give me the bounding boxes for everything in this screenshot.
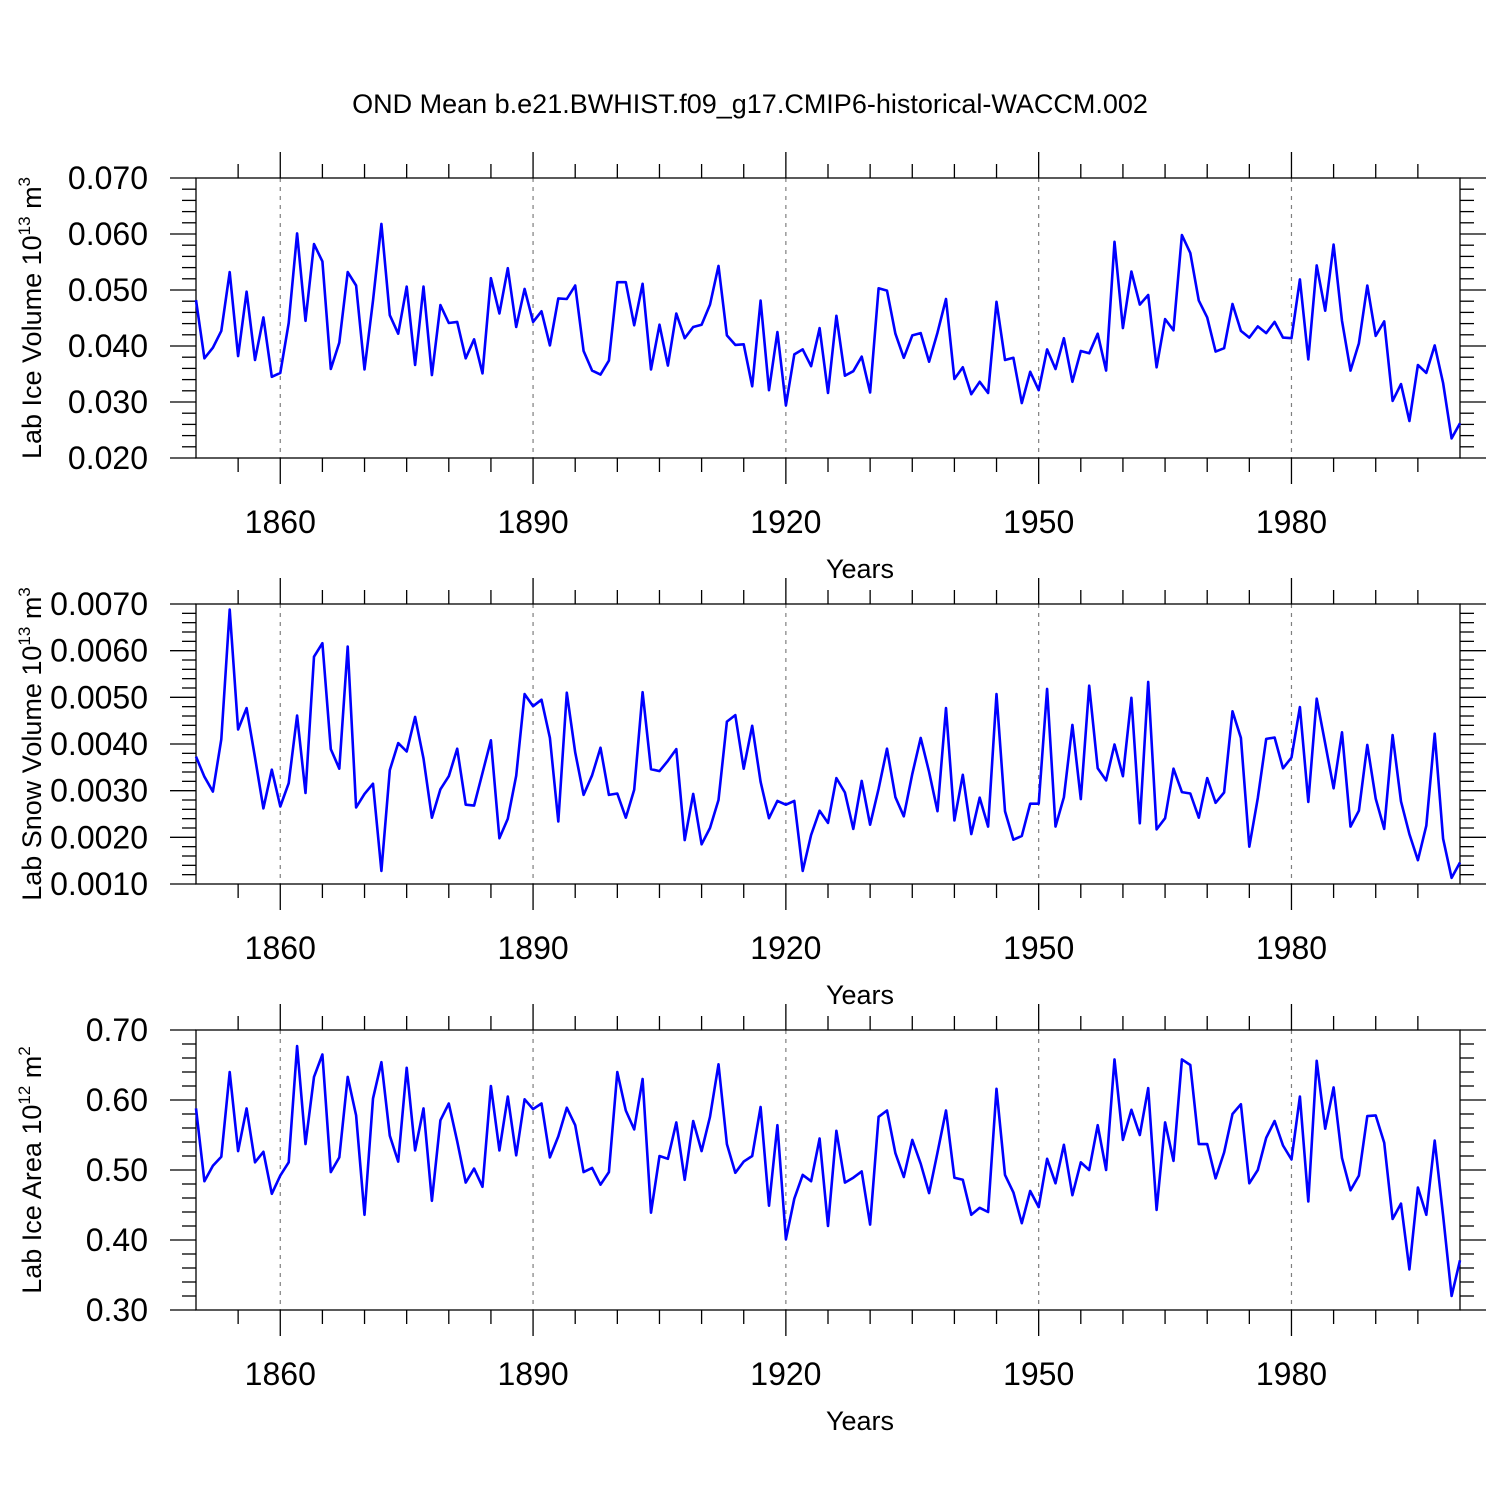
x-tick-label: 1860 [245, 1356, 316, 1392]
x-axis-label: Years [826, 554, 894, 584]
plot-frame [195, 177, 1461, 459]
y-tick-label: 0.020 [68, 440, 148, 476]
x-tick-label: 1980 [1256, 1356, 1327, 1392]
y-tick-label: 0.0070 [50, 586, 148, 622]
y-tick-label: 0.60 [86, 1082, 148, 1118]
plot-frame [195, 603, 1461, 885]
panel-2: 0.0010 0.0020 0.0030 0.0040 0.0050 0.0060 0.00… [15, 578, 1486, 1010]
panel-3: 0.30 0.40 0.50 0.60 0.70 1860 1890 1920 1950 1980… [15, 1004, 1486, 1436]
series-line [194, 1044, 1462, 1298]
chart-title: OND Mean b.e21.BWHIST.f09_g17.CMIP6-hist… [352, 89, 1148, 119]
y-tick-label: 0.0030 [50, 773, 148, 809]
plot-frame [195, 1029, 1461, 1311]
y-tick-label: 0.40 [86, 1222, 148, 1258]
series-line [194, 222, 1462, 440]
x-tick-label: 1890 [497, 1356, 568, 1392]
x-tick-label: 1890 [497, 504, 568, 540]
x-axis-label: Years [826, 1406, 894, 1436]
y-axis-label: Lab Snow Volume 1013 m3 [15, 587, 47, 901]
x-tick-label: 1860 [245, 930, 316, 966]
x-tick-label: 1950 [1003, 1356, 1074, 1392]
y-tick-label: 0.070 [68, 160, 148, 196]
y-tick-label: 0.0060 [50, 633, 148, 669]
x-tick-label: 1980 [1256, 930, 1327, 966]
panel-1: 0.020 0.030 0.040 0.050 0.060 0.070 1860 1890 19… [15, 152, 1486, 584]
x-tick-label: 1920 [750, 930, 821, 966]
y-tick-label: 0.0040 [50, 726, 148, 762]
x-tick-label: 1920 [750, 504, 821, 540]
x-tick-label: 1950 [1003, 504, 1074, 540]
x-tick-label: 1980 [1256, 504, 1327, 540]
y-tick-label: 0.0050 [50, 679, 148, 715]
y-tick-label: 0.30 [86, 1292, 148, 1328]
x-tick-label: 1890 [497, 930, 568, 966]
y-tick-label: 0.50 [86, 1152, 148, 1188]
y-axis-label: Lab Ice Volume 1013 m3 [15, 177, 47, 459]
y-tick-label: 0.0020 [50, 819, 148, 855]
y-axis-label: Lab Ice Area 1012 m2 [15, 1046, 47, 1294]
y-tick-label: 0.050 [68, 272, 148, 308]
y-tick-label: 0.060 [68, 216, 148, 252]
x-tick-label: 1920 [750, 1356, 821, 1392]
y-tick-label: 0.70 [86, 1012, 148, 1048]
y-tick-label: 0.030 [68, 384, 148, 420]
x-tick-label: 1860 [245, 504, 316, 540]
series-line [194, 608, 1462, 880]
y-tick-label: 0.040 [68, 328, 148, 364]
x-tick-label: 1950 [1003, 930, 1074, 966]
y-tick-label: 0.0010 [50, 866, 148, 902]
x-axis-label: Years [826, 980, 894, 1010]
